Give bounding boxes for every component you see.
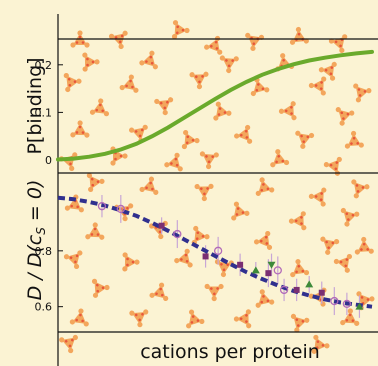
data-point: [279, 285, 289, 295]
data-point: [116, 204, 125, 214]
data-point: [330, 296, 339, 306]
bottom-ytick-label: 0.8: [35, 245, 53, 258]
bottom-ylabel: D / D(cS = 0): [24, 180, 48, 301]
top-panel: 0 0.1 0.2 P[binding]: [24, 49, 374, 167]
data-point-layer: [97, 202, 364, 310]
top-ytick-label: 0: [45, 154, 52, 167]
diffusion-fit-curve: [57, 195, 373, 309]
data-point: [158, 222, 165, 229]
bottom-ylabel-sub: S: [34, 227, 48, 235]
data-point: [251, 266, 260, 274]
top-ylabel: P[binding]: [24, 57, 46, 154]
binding-curve: [56, 49, 374, 162]
data-point: [202, 253, 209, 260]
bottom-ylabel-tail: = 0): [24, 180, 46, 228]
data-point: [173, 229, 182, 239]
data-point: [355, 302, 364, 310]
data-point: [318, 289, 325, 296]
bottom-panel: 0.6 0.8 D / D(cS = 0) cations per protein: [24, 180, 373, 363]
top-ytick-label: 0.1: [35, 106, 53, 119]
top-yticks: 0 0.1 0.2: [35, 59, 63, 167]
bottom-ytick-label: 0.6: [35, 301, 53, 314]
data-point: [213, 246, 223, 255]
data-point: [267, 261, 276, 269]
data-point: [97, 202, 107, 211]
data-point: [342, 299, 352, 309]
bottom-yticks: 0.6 0.8: [35, 245, 63, 314]
data-point: [293, 286, 300, 293]
data-point: [273, 266, 282, 275]
data-point: [305, 280, 314, 288]
bottom-ylabel-main: D / D(c: [24, 234, 46, 300]
top-ytick-label: 0.2: [35, 59, 53, 72]
data-point: [265, 270, 272, 277]
data-point: [237, 261, 244, 268]
axes-frame: [57, 14, 378, 366]
x-axis-label: cations per protein: [140, 341, 320, 363]
